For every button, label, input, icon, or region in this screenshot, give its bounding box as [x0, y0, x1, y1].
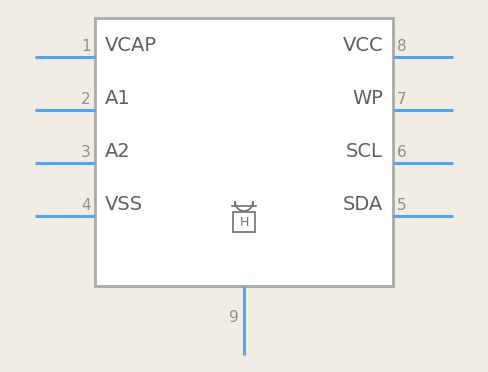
Text: 2: 2: [81, 92, 91, 107]
Text: SCL: SCL: [346, 142, 383, 161]
Text: 4: 4: [81, 198, 91, 213]
Text: 3: 3: [81, 145, 91, 160]
Text: WP: WP: [352, 89, 383, 108]
Text: VCC: VCC: [343, 36, 383, 55]
Text: A2: A2: [105, 142, 131, 161]
Text: 5: 5: [397, 198, 407, 213]
Text: 1: 1: [81, 39, 91, 54]
Text: 9: 9: [229, 310, 239, 324]
Text: SDA: SDA: [343, 195, 383, 214]
Text: 6: 6: [397, 145, 407, 160]
Text: A1: A1: [105, 89, 131, 108]
Text: 8: 8: [397, 39, 407, 54]
Text: VCAP: VCAP: [105, 36, 157, 55]
Bar: [95, 18, 393, 286]
Text: VSS: VSS: [105, 195, 143, 214]
Text: H: H: [239, 215, 249, 228]
Bar: [233, 212, 255, 232]
Text: 7: 7: [397, 92, 407, 107]
